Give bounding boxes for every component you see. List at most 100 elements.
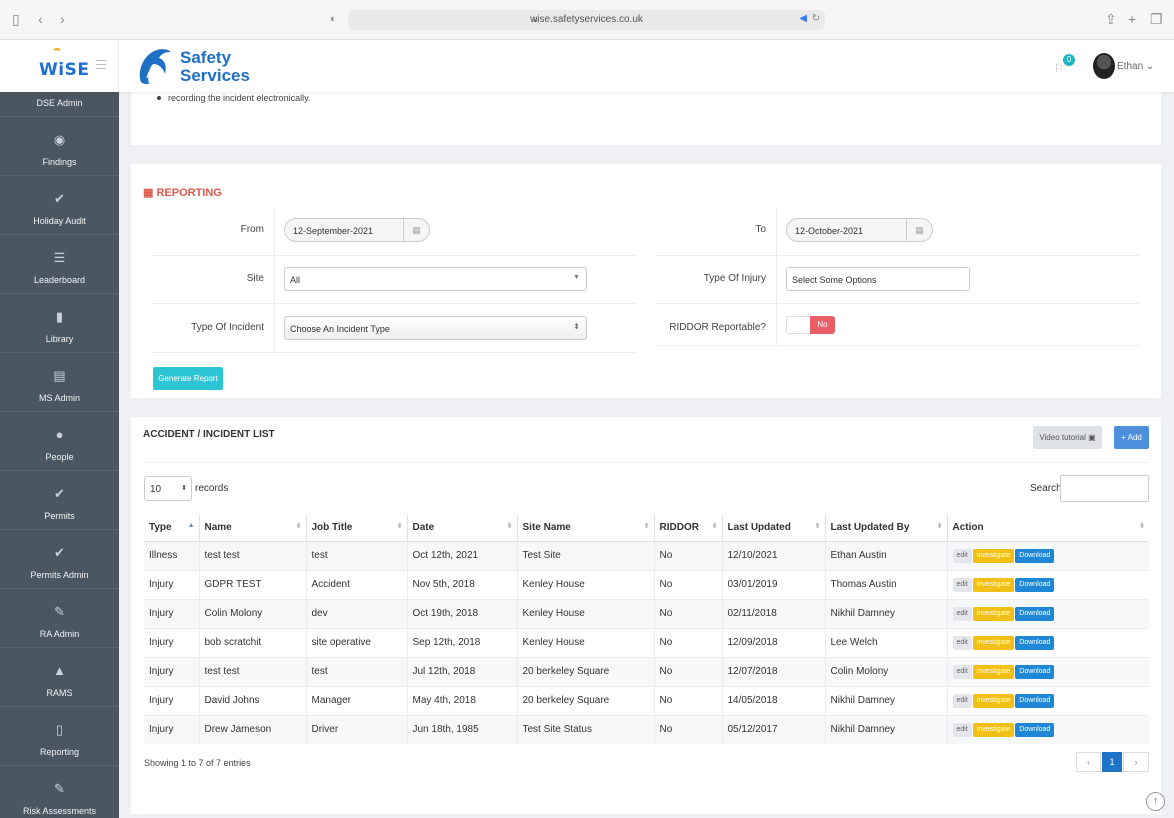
edit-button[interactable]: edit [952,635,972,650]
site-select[interactable]: All ▼ [284,267,587,291]
sort-icon: ⬍ [711,523,718,530]
sidebar-item-rams[interactable]: ▲ RAMS [0,648,119,707]
cell-last-updated: 12/10/2021 [721,540,825,570]
search-input[interactable] [1060,475,1149,502]
check-icon: ✔ [54,545,65,560]
new-tab-icon[interactable]: + [1128,11,1137,27]
back-icon[interactable]: ‹ [38,11,43,27]
investigate-button[interactable]: investigate [972,548,1015,563]
calendar-icon[interactable]: ▦ [403,219,429,241]
column-header-job-title[interactable]: Job Title ⬍ [305,514,407,542]
table-row: Injury Drew Jameson Driver Jun 18th, 198… [144,714,1149,744]
injury-type-select[interactable]: Select Some Options [786,267,970,291]
pagination-page-button[interactable]: 1 [1102,752,1122,772]
investigate-button[interactable]: investigate [972,693,1015,708]
url-text: wise.safetyservices.co.uk [530,14,643,25]
pagination-prev-button[interactable]: ‹ [1076,752,1101,772]
investigate-button[interactable]: investigate [972,577,1015,592]
download-button[interactable]: Download [1015,577,1055,592]
share-icon[interactable]: ⇪ [1105,11,1117,27]
sidebar-item-holiday-audit[interactable]: ✔ Holiday Audit [0,176,119,235]
column-header-name[interactable]: Name ⬍ [198,514,306,542]
column-header-site-name[interactable]: Site Name ⬍ [516,514,654,542]
sidebar-item-ra-admin[interactable]: ✎ RA Admin [0,589,119,648]
sidebar-item-permits-admin[interactable]: ✔ Permits Admin [0,530,119,589]
cell-site-name: 20 berkeley Square [516,685,654,715]
sidebar-item-permits[interactable]: ✔ Permits [0,471,119,530]
forward-icon[interactable]: › [60,11,65,27]
sidebar-toggle-icon[interactable]: ▯ [12,11,20,27]
download-button[interactable]: Download [1015,693,1055,708]
calendar-icon: ▦ [143,187,157,199]
scroll-to-top-icon[interactable]: ↑ [1146,792,1165,811]
cell-riddor: No [653,569,722,599]
cell-type: Injury [144,569,199,599]
sidebar-item-library[interactable]: ▮ Library [0,294,119,353]
investigate-button[interactable]: investigate [972,664,1015,679]
audio-icon[interactable]: ◀︎ [799,13,807,24]
address-bar[interactable]: 🔒︎ wise.safetyservices.co.uk ◀︎ ↻ [348,10,825,30]
column-header-action[interactable]: Action ⬍ [946,514,1149,542]
table-row: Injury David Johns Manager May 4th, 2018… [144,685,1149,715]
to-date-input[interactable]: 12-October-2021 ▦ [786,218,933,242]
download-button[interactable]: Download [1015,722,1055,737]
pagination-next-button[interactable]: › [1123,752,1149,772]
incident-type-select[interactable]: Choose An Incident Type ⬍ [284,316,587,340]
edit-button[interactable]: edit [952,548,972,563]
site-label: Site [246,273,264,284]
edit-button[interactable]: edit [952,722,972,737]
investigate-button[interactable]: investigate [972,722,1015,737]
generate-report-button[interactable]: Generate Report [153,367,223,390]
sort-icon: ⬍ [1139,523,1145,530]
sidebar-item-ms-admin[interactable]: ▤ MS Admin [0,353,119,412]
sidebar-item-risk-assessments[interactable]: ✎ Risk Assessments [0,766,119,818]
download-button[interactable]: Download [1015,664,1055,679]
edit-button[interactable]: edit [952,664,972,679]
column-header-type[interactable]: Type ▲ [144,514,199,542]
menu-icon[interactable] [96,60,106,72]
sidebar-item-label: Risk Assessments [22,806,97,816]
calendar-icon[interactable]: ▦ [906,219,932,241]
edit-button[interactable]: edit [952,577,972,592]
cell-last-updated: 02/11/2018 [721,598,825,628]
sidebar-item-people[interactable]: ● People [0,412,119,471]
sidebar-item-reporting[interactable]: ▯ Reporting [0,707,119,766]
cell-date: Jun 18th, 1985 [406,714,517,744]
column-header-last-updated-by[interactable]: Last Updated By ⬍ [824,514,947,542]
download-button[interactable]: Download [1015,606,1055,621]
download-button[interactable]: Download [1015,635,1055,650]
cell-date: Nov 5th, 2018 [406,569,517,599]
sidebar-item-label: Permits Admin [30,570,89,580]
user-menu[interactable]: Ethan ⌄ [1117,61,1155,72]
table-row: Injury Colin Molony dev Oct 19th, 2018 K… [144,598,1149,628]
records-per-page-select[interactable]: 10 ⬍ [144,476,192,501]
lock-icon: 🔒︎ [533,14,538,24]
wise-logo-area[interactable]: WiSE [0,40,119,92]
edit-button[interactable]: edit [952,606,972,621]
table-header-row: Type ▲ Name ⬍ Job Title ⬍ Date ⬍ Site Name ⬍ … [144,514,1149,542]
stepper-arrows-icon: ⬍ [181,485,187,492]
column-header-riddor[interactable]: RIDDOR ⬍ [653,514,722,542]
riddor-toggle[interactable]: No [786,316,835,334]
sidebar-item-dse-admin[interactable]: DSE Admin [0,92,119,117]
table-row: Injury GDPR TEST Accident Nov 5th, 2018 … [144,569,1149,599]
avatar[interactable] [1093,53,1115,79]
investigate-button[interactable]: investigate [972,606,1015,621]
video-tutorial-button[interactable]: Video tutorial ▣ [1033,426,1102,449]
notification-icon[interactable]: ⚐ [1054,63,1064,75]
reload-icon[interactable]: ↻ [811,13,820,24]
from-date-input[interactable]: 12-September-2021 ▦ [284,218,430,242]
check-icon: ✔ [54,486,65,501]
sidebar-item-leaderboard[interactable]: ☰ Leaderboard [0,235,119,294]
column-header-date[interactable]: Date ⬍ [406,514,517,542]
cell-job-title: test [305,656,407,686]
tabs-icon[interactable]: ❐ [1150,11,1163,27]
download-button[interactable]: Download [1015,548,1055,563]
column-header-last-updated[interactable]: Last Updated ⬍ [721,514,825,542]
sidebar-item-findings[interactable]: ◉ Findings [0,117,119,176]
edit-button[interactable]: edit [952,693,972,708]
investigate-button[interactable]: investigate [972,635,1015,650]
shield-icon[interactable]: ◐ [330,13,337,25]
site-value: All [290,275,301,285]
add-button[interactable]: + Add [1114,426,1149,449]
